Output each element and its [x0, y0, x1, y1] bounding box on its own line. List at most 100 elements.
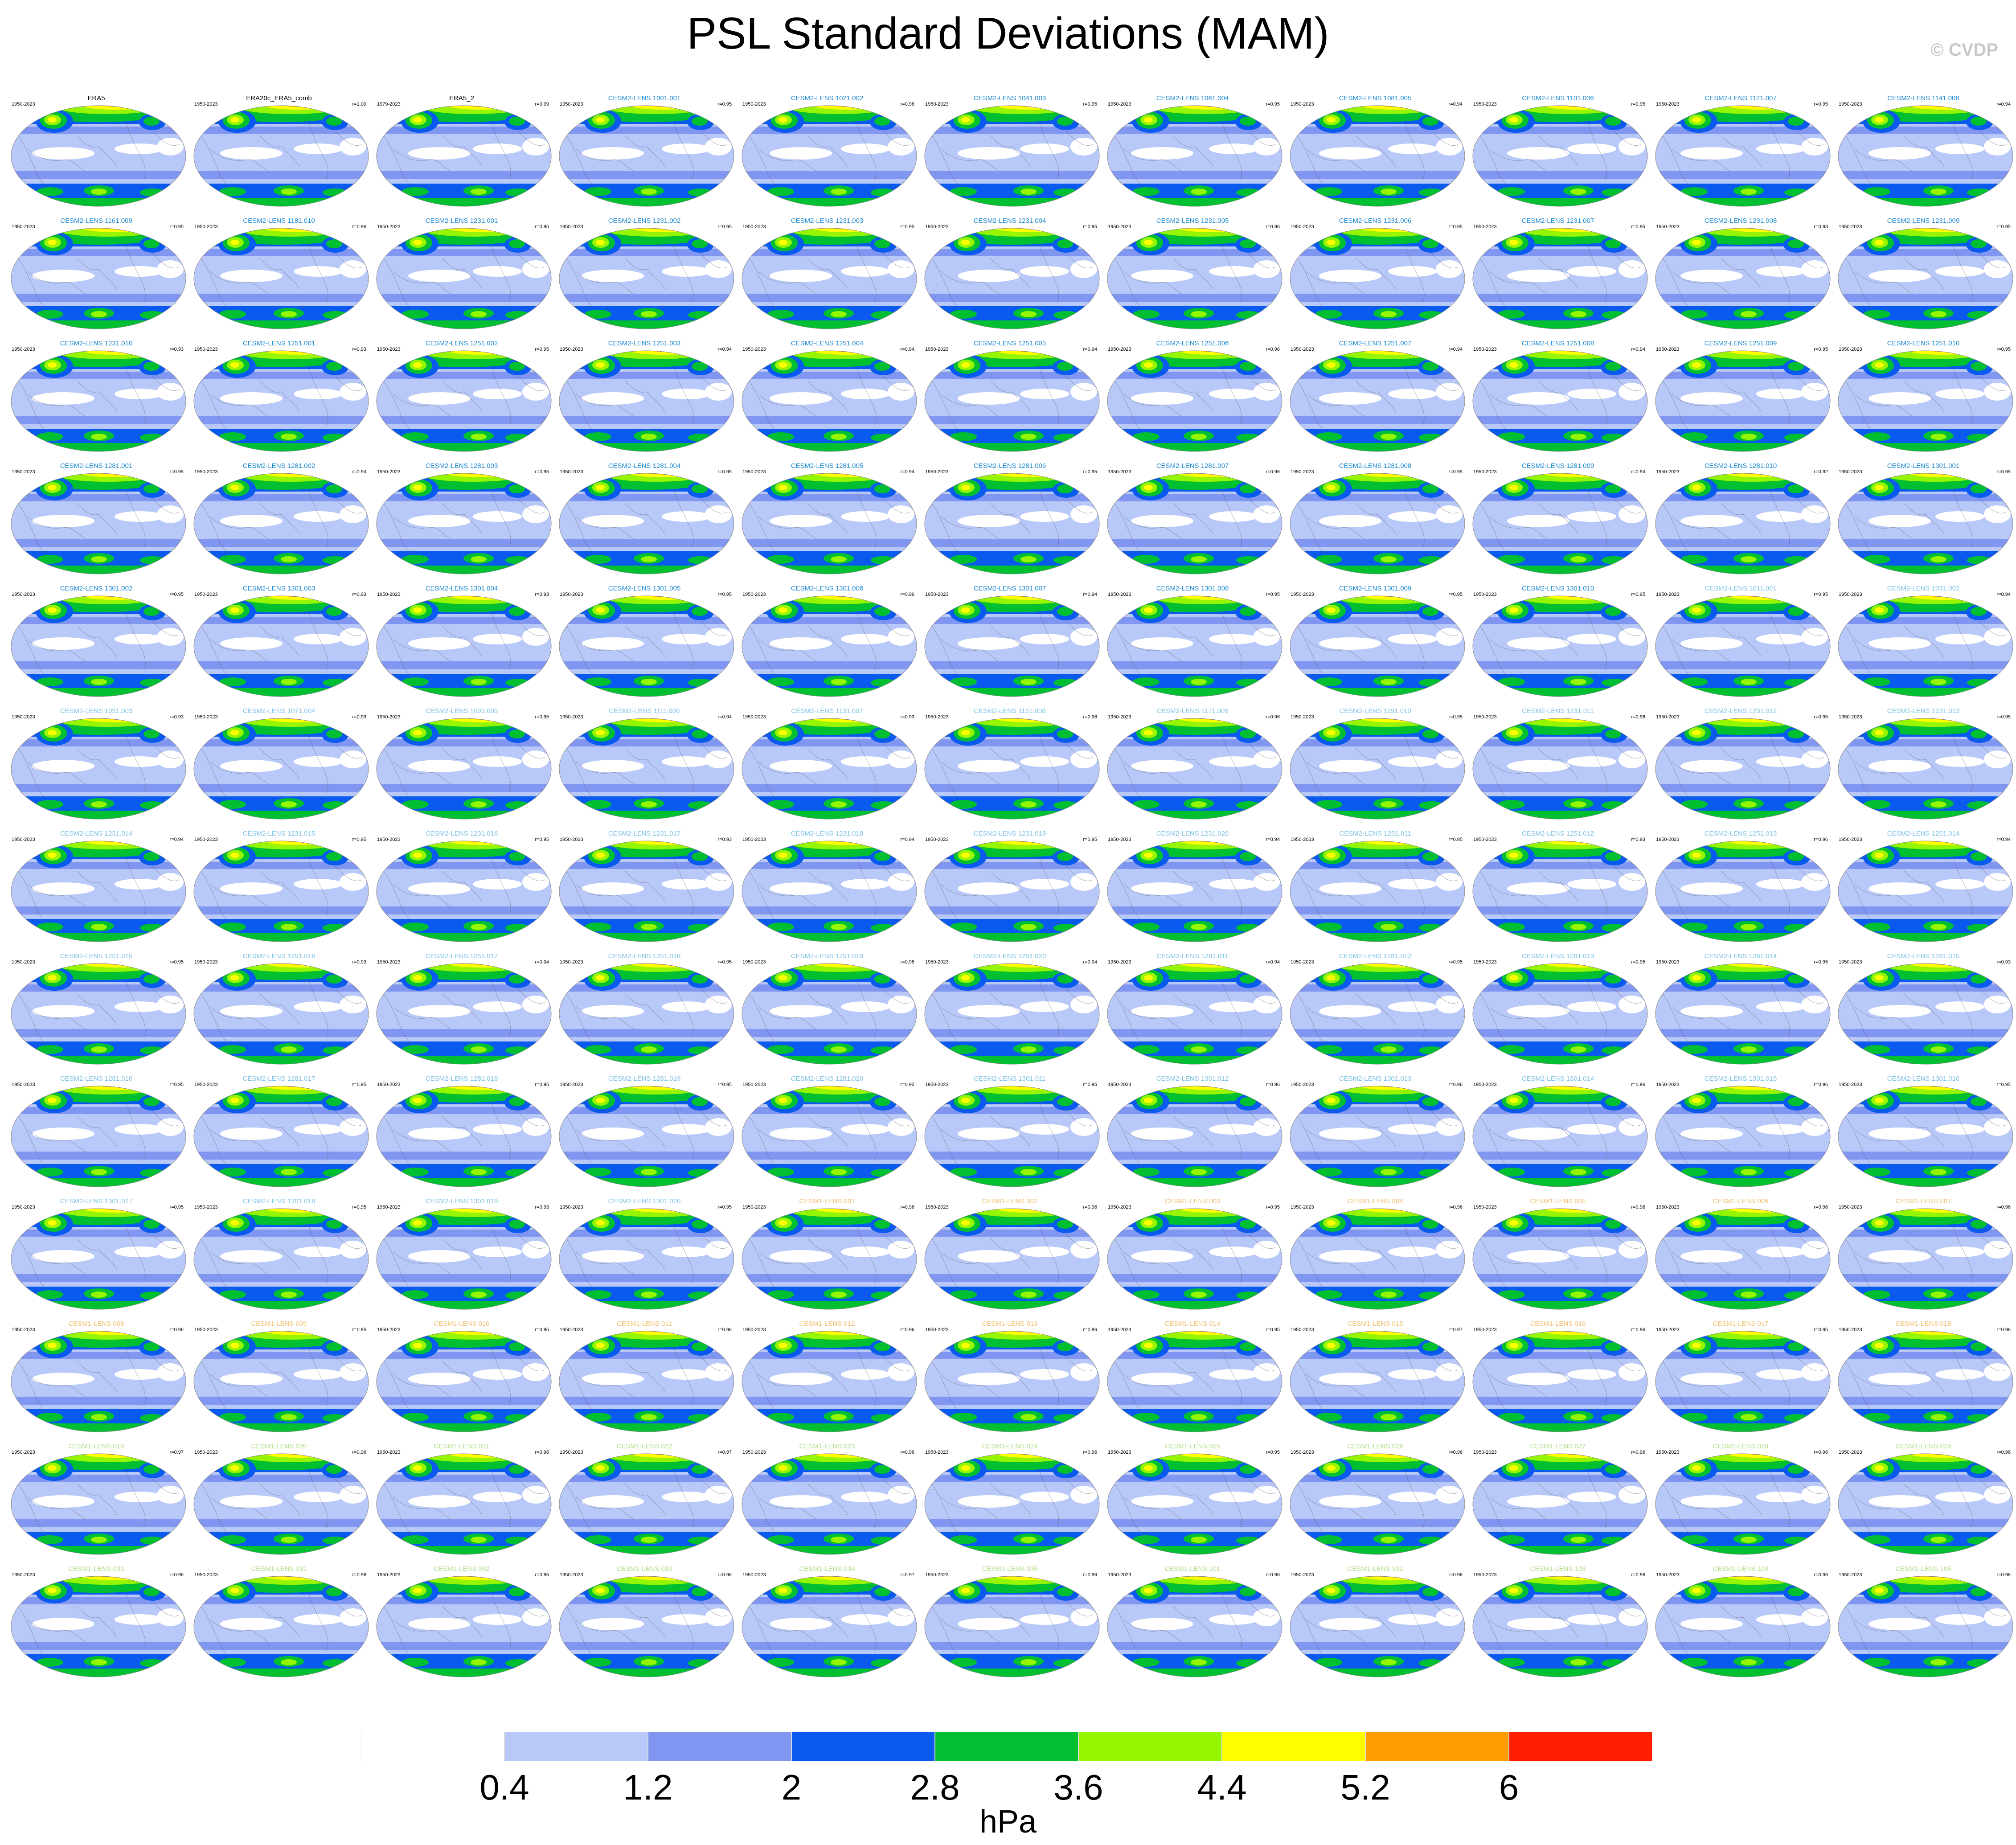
panel-correlation: r=0.97 [1448, 1327, 1463, 1332]
panel-name: CESM1-LENS 029 [1895, 1443, 1951, 1450]
panel-name: CESM2-LENS 1251.001 [242, 340, 316, 347]
psl-stddev-map [924, 1086, 1100, 1187]
panel-correlation: r=0.96 [717, 1572, 732, 1578]
panel-correlation: r=0.96 [900, 1205, 915, 1210]
panel-name: CESM1-LENS 104 [1713, 1565, 1769, 1573]
panel-correlation: r=0.96 [1448, 1205, 1463, 1210]
panel-name: CESM2-LENS 1231.020 [1156, 830, 1229, 837]
panel-correlation: r=0.97 [900, 1572, 915, 1578]
panel-correlation: r=0.94 [900, 469, 915, 475]
panel-period: 1950-2023 [1108, 102, 1131, 107]
panel-name: CESM2-LENS 1231.008 [1704, 217, 1777, 225]
map-panel: CESM2-LENS 1131.007 1950-2023 r=0.93 [736, 705, 918, 828]
panel-correlation: r=0.95 [1266, 102, 1280, 107]
panel-period: 1950-2023 [194, 837, 218, 842]
psl-stddev-map [376, 1576, 552, 1677]
map-panel: CESM1-LENS 034 1950-2023 r=0.97 [736, 1562, 918, 1686]
colorbar-units: hPa [979, 1804, 1037, 1840]
psl-stddev-map [376, 350, 552, 452]
psl-stddev-map [1107, 350, 1283, 452]
panel-correlation: r=0.96 [1996, 1450, 2011, 1455]
panel-name: CESM2-LENS 1231.006 [1339, 217, 1412, 225]
panel-name: CESM1-LENS 025 [1164, 1443, 1221, 1450]
panel-correlation: r=0.92 [900, 1082, 915, 1087]
psl-stddev-map [924, 840, 1100, 942]
panel-name: CESM1-LENS 017 [1713, 1320, 1769, 1328]
panel-name: CESM2-LENS 1251.006 [1156, 340, 1229, 347]
panel-correlation: r=0.93 [352, 714, 367, 720]
panel-period: 1950-2023 [1473, 1327, 1497, 1332]
panel-name: CESM1-LENS 035 [982, 1565, 1038, 1573]
panel-correlation: r=0.95 [1631, 959, 1646, 965]
panel-correlation: r=0.96 [900, 102, 915, 107]
panel-correlation: r=0.95 [169, 592, 184, 597]
map-panel: CESM1-LENS 023 1950-2023 r=0.96 [736, 1440, 918, 1564]
map-panel: CESM2-LENS 1251.009 1950-2023 r=0.95 [1650, 337, 1832, 461]
panel-period: 1950-2023 [194, 592, 218, 597]
psl-stddev-map [11, 105, 186, 207]
map-panel: CESM2-LENS 1251.008 1950-2023 r=0.94 [1467, 337, 1649, 461]
panel-correlation: r=0.96 [1083, 1327, 1098, 1332]
psl-stddev-map [193, 228, 369, 329]
panel-period: 1950-2023 [1473, 347, 1497, 352]
panel-correlation: r=0.95 [1814, 592, 1828, 597]
psl-stddev-map [924, 1576, 1100, 1677]
psl-stddev-map [559, 1453, 734, 1555]
map-panel: CESM2-LENS 1281.005 1950-2023 r=0.94 [736, 459, 918, 583]
psl-stddev-map [11, 1086, 186, 1187]
psl-stddev-map [1290, 350, 1465, 452]
panel-correlation: r=0.95 [1083, 102, 1098, 107]
psl-stddev-map [1107, 595, 1283, 697]
panel-period: 1950-2023 [742, 224, 766, 230]
panel-name: CESM2-LENS 1251.002 [425, 340, 498, 347]
colorbar-tick-label: 5.2 [1340, 1767, 1390, 1807]
panel-correlation: r=0.95 [535, 1327, 549, 1332]
panel-period: 1950-2023 [1656, 1572, 1680, 1578]
panel-name: CESM2-LENS 1281.004 [608, 462, 681, 470]
panel-period: 1950-2023 [925, 1572, 949, 1578]
panel-name: CESM1-LENS 027 [1530, 1443, 1586, 1450]
psl-stddev-map [193, 473, 369, 574]
panel-period: 1950-2023 [12, 592, 35, 597]
panel-correlation: r=0.96 [1996, 1205, 2011, 1210]
panel-name: CESM2-LENS 1301.002 [60, 585, 133, 592]
map-panel: CESM1-LENS 004 1950-2023 r=0.96 [1284, 1195, 1466, 1319]
panel-correlation: r=0.95 [1083, 224, 1098, 230]
panel-name: CESM2-LENS 1251.017 [425, 952, 498, 960]
psl-stddev-map [1655, 105, 1831, 207]
psl-stddev-map [1290, 840, 1465, 942]
psl-stddev-map [376, 1086, 552, 1187]
map-panel: CESM2-LENS 1281.009 1950-2023 r=0.94 [1467, 459, 1649, 583]
map-panel: CESM1-LENS 013 1950-2023 r=0.96 [919, 1317, 1101, 1441]
panel-correlation: r=0.94 [1996, 592, 2011, 597]
panel-period: 1950-2023 [925, 714, 949, 720]
panel-correlation: r=0.96 [1631, 1572, 1646, 1578]
map-panel: ERA20c_ERA5_comb 1950-2023 r=1.00 [188, 92, 370, 216]
panel-correlation: r=0.96 [1448, 1082, 1463, 1087]
map-panel: CESM2-LENS 1251.018 1950-2023 r=0.95 [553, 950, 735, 1074]
map-panel: CESM2-LENS 1301.007 1950-2023 r=0.94 [919, 582, 1101, 706]
panel-period: 1950-2023 [560, 1082, 583, 1087]
panel-correlation: r=0.96 [1083, 1450, 1098, 1455]
panel-correlation: r=0.95 [1996, 347, 2011, 352]
colorbar-swatch [791, 1732, 935, 1761]
panel-correlation: r=0.96 [1083, 1572, 1098, 1578]
panel-period: 1950-2023 [1656, 347, 1680, 352]
map-panel: CESM2-LENS 1151.008 1950-2023 r=0.96 [919, 705, 1101, 828]
psl-stddev-map [1107, 228, 1283, 329]
colorbar-swatch [1509, 1732, 1652, 1761]
panel-name: CESM2-LENS 1251.020 [973, 952, 1046, 960]
panel-name: CESM2-LENS 1251.009 [1704, 340, 1777, 347]
psl-stddev-map [1107, 718, 1283, 820]
colorbar [361, 1732, 1655, 1761]
panel-period: 1950-2023 [377, 1450, 401, 1455]
map-panel: CESM1-LENS 031 1950-2023 r=0.96 [188, 1562, 370, 1686]
colorbar-swatch [1222, 1732, 1365, 1761]
panel-name: CESM1-LENS 024 [982, 1443, 1038, 1450]
map-panel: CESM2-LENS 1251.012 1950-2023 r=0.93 [1467, 827, 1649, 951]
panel-name: CESM2-LENS 1281.007 [1156, 462, 1229, 470]
psl-stddev-map [742, 595, 917, 697]
panel-name: CESM2-LENS 1251.018 [608, 952, 681, 960]
psl-stddev-map [1472, 350, 1648, 452]
panel-correlation: r=0.99 [535, 102, 549, 107]
